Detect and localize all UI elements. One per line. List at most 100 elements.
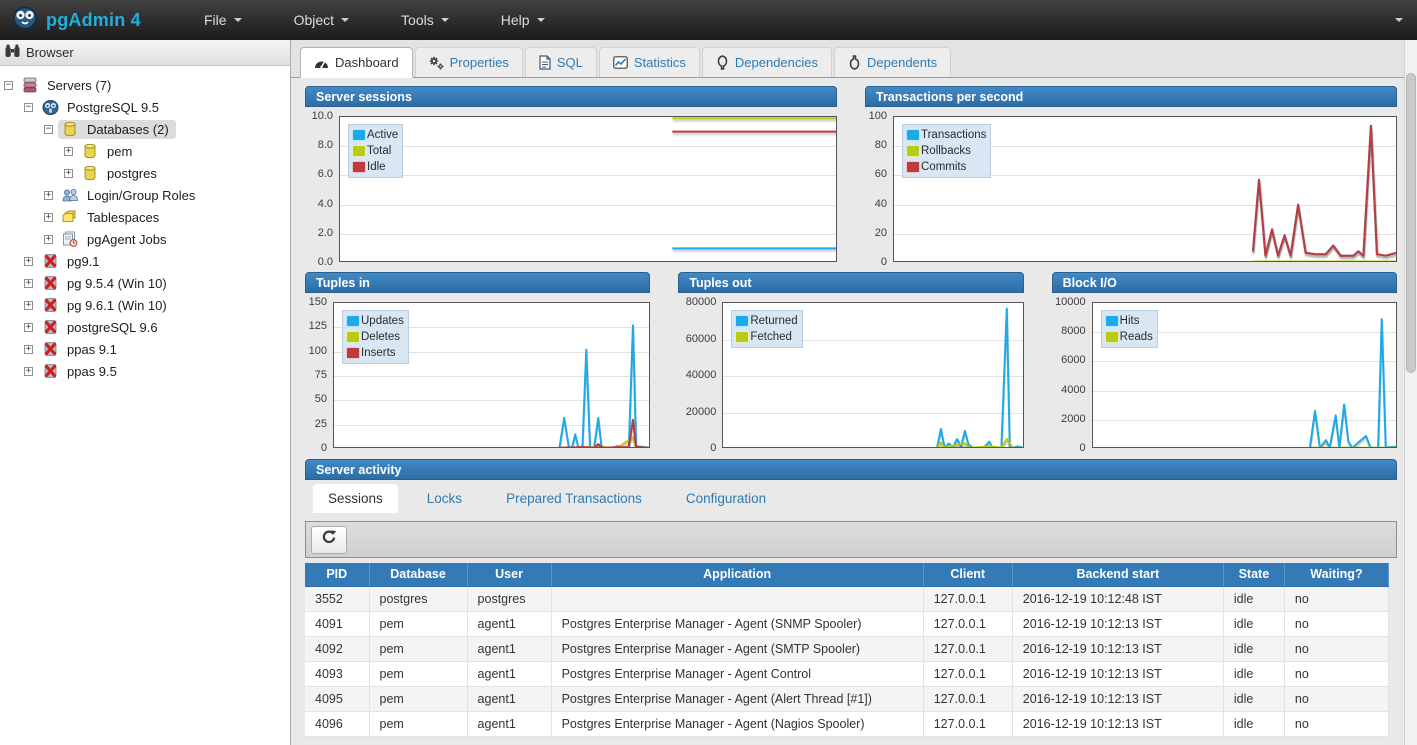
column-header-state[interactable]: State — [1223, 563, 1285, 587]
expand-icon[interactable]: + — [24, 299, 33, 310]
chart-title-block-io: Block I/O — [1051, 272, 1397, 293]
tab-statistics[interactable]: Statistics — [598, 47, 700, 77]
menu-help[interactable]: Help — [475, 1, 571, 39]
table-row[interactable]: 4096 pem agent1 Postgres Enterprise Manager… — [305, 711, 1390, 737]
chevron-down-icon — [233, 18, 242, 22]
server-disconnected-icon — [41, 341, 59, 357]
y-axis-tick: 4000 — [1061, 383, 1086, 396]
cell: 2016-12-19 10:12:13 IST — [1012, 686, 1224, 712]
chevron-down-icon — [440, 18, 449, 22]
postgres-server-icon — [41, 99, 59, 115]
gridline — [894, 233, 1396, 235]
tab-dashboard[interactable]: Dashboard — [300, 47, 413, 78]
tree-item-label: postgreSQL 9.6 — [67, 319, 158, 335]
activity-tab-configuration[interactable]: Configuration — [685, 491, 767, 506]
chart-row-1: Server sessions 10.0 8.0 6.0 4.0 2.0 0.0 Active… — [305, 86, 1397, 268]
table-row[interactable]: 4092 pem agent1 Postgres Enterprise Manager… — [305, 636, 1390, 662]
tree-item-pg9-1[interactable]: + pg9.1 — [0, 250, 290, 272]
column-header-pid[interactable]: PID — [305, 563, 370, 587]
tab-sql[interactable]: SQL — [524, 47, 597, 77]
tab-dependencies[interactable]: Dependencies — [701, 47, 833, 77]
legend-swatch — [1104, 331, 1119, 343]
activity-tab-prepared-transactions[interactable]: Prepared Transactions — [506, 491, 642, 506]
tree-item-login-group-roles[interactable]: + Login/Group Roles — [0, 184, 290, 206]
expand-icon[interactable]: + — [24, 255, 33, 266]
expand-icon[interactable]: + — [24, 365, 33, 376]
app-title: pgAdmin 4 — [46, 9, 141, 30]
tree-item-postgresql-9-5[interactable]: − PostgreSQL 9.5 — [0, 96, 290, 118]
main-scrollbar[interactable] — [1404, 40, 1417, 745]
cell: 127.0.0.1 — [923, 661, 1013, 687]
y-axis-tick: 40 — [874, 197, 887, 210]
tree-item-postgres[interactable]: + postgres — [0, 162, 290, 184]
tree-item-label: Login/Group Roles — [87, 187, 196, 203]
cell: agent1 — [467, 686, 552, 712]
expand-icon[interactable]: + — [64, 145, 73, 156]
gridline — [334, 351, 650, 353]
cell: Postgres Enterprise Manager - Agent (Nag… — [551, 711, 924, 737]
tree-item-label: pg 9.5.4 (Win 10) — [67, 275, 167, 291]
tree-item-postgresql-9-6[interactable]: + postgreSQL 9.6 — [0, 316, 290, 338]
cell: idle — [1223, 636, 1285, 662]
tree-item-pgagent-jobs[interactable]: + pgAgent Jobs — [0, 228, 290, 250]
tree-item-servers-7[interactable]: − Servers (7) — [0, 74, 290, 96]
refresh-icon — [321, 529, 337, 550]
tree-item-ppas-9-1[interactable]: + ppas 9.1 — [0, 338, 290, 360]
expand-icon[interactable]: + — [44, 189, 53, 200]
expand-icon[interactable]: + — [64, 167, 73, 178]
expand-icon[interactable]: + — [24, 277, 33, 288]
dashboard-content: Server sessions 10.0 8.0 6.0 4.0 2.0 0.0 Active… — [291, 78, 1417, 745]
chart-plot-tuples-out: Returned Fetched — [722, 302, 1024, 448]
main-scrollbar-thumb[interactable] — [1406, 73, 1416, 373]
cell: no — [1284, 611, 1390, 637]
y-axis-tick: 10000 — [1055, 296, 1086, 308]
tree-item-pg-9-6-1-win-10[interactable]: + pg 9.6.1 (Win 10) — [0, 294, 290, 316]
navbar-overflow-caret-icon[interactable] — [1395, 18, 1403, 22]
menu-object[interactable]: Object — [268, 1, 375, 39]
legend-label: Idle — [367, 161, 386, 173]
column-header-database[interactable]: Database — [369, 563, 468, 587]
tab-dependents[interactable]: Dependents — [834, 47, 952, 77]
tree-item-ppas-9-5[interactable]: + ppas 9.5 — [0, 360, 290, 382]
expand-icon[interactable]: + — [44, 211, 53, 222]
users-icon — [61, 187, 79, 203]
column-header-application[interactable]: Application — [551, 563, 924, 587]
tree-item-label: pem — [107, 143, 133, 159]
cell: Postgres Enterprise Manager - Agent (Ale… — [551, 686, 924, 712]
table-row[interactable]: 4093 pem agent1 Postgres Enterprise Manager… — [305, 661, 1390, 687]
refresh-button[interactable] — [311, 525, 347, 554]
legend-label: Transactions — [921, 129, 987, 141]
column-header-backendstart[interactable]: Backend start — [1012, 563, 1224, 587]
activity-tab-sessions[interactable]: Sessions — [313, 484, 398, 513]
expand-icon[interactable]: + — [44, 233, 53, 244]
legend-label: Active — [367, 129, 399, 141]
menu-file[interactable]: File — [178, 1, 268, 39]
table-row[interactable]: 4091 pem agent1 Postgres Enterprise Manager… — [305, 611, 1390, 637]
table-row[interactable]: 3552 postgres postgres 127.0.0.1 2016-12-19 … — [305, 586, 1390, 612]
table-row[interactable]: 4095 pem agent1 Postgres Enterprise Manager… — [305, 686, 1390, 712]
chart-plot-server-sessions: Active Total Idle — [339, 116, 837, 262]
y-axis-tick: 60000 — [685, 332, 717, 345]
column-header-waiting[interactable]: Waiting? — [1284, 563, 1390, 587]
tree-item-label: PostgreSQL 9.5 — [67, 99, 160, 115]
menu-tools[interactable]: Tools — [375, 1, 475, 39]
database-icon — [81, 165, 99, 181]
expand-icon[interactable]: + — [24, 321, 33, 332]
cell: 4096 — [305, 711, 370, 737]
main-panel: Dashboard Properties SQL Statistics Dependen… — [291, 40, 1417, 745]
legend-item: Transactions — [906, 127, 986, 143]
tree-item-pem[interactable]: + pem — [0, 140, 290, 162]
tree-item-tablespaces[interactable]: + Tablespaces — [0, 206, 290, 228]
column-header-user[interactable]: User — [467, 563, 552, 587]
collapse-icon[interactable]: − — [4, 79, 13, 90]
column-header-client[interactable]: Client — [923, 563, 1013, 587]
tree-item-pg-9-5-4-win-10[interactable]: + pg 9.5.4 (Win 10) — [0, 272, 290, 294]
series-line-hits — [1310, 319, 1396, 448]
tree-item-databases-2[interactable]: − Databases (2) — [0, 118, 290, 140]
y-axis-tick: 8.0 — [317, 139, 333, 152]
expand-icon[interactable]: + — [24, 343, 33, 354]
activity-tab-locks[interactable]: Locks — [426, 491, 463, 506]
collapse-icon[interactable]: − — [24, 101, 33, 112]
tab-properties[interactable]: Properties — [414, 47, 523, 77]
collapse-icon[interactable]: − — [44, 123, 53, 134]
